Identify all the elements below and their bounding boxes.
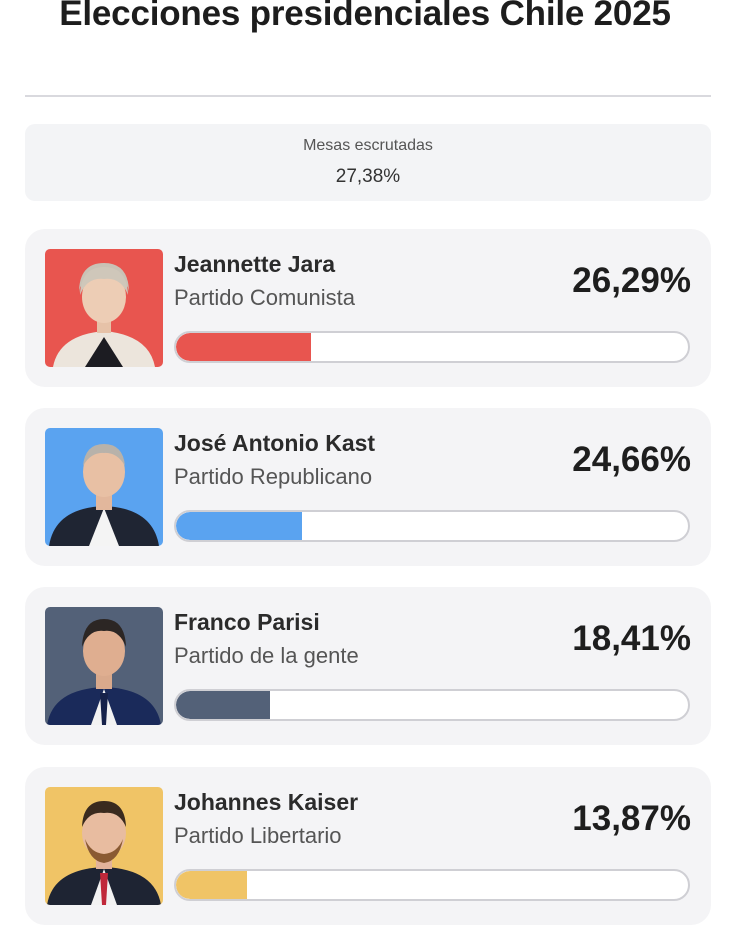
- candidate-photo: [45, 787, 163, 905]
- candidate-photo: [45, 249, 163, 367]
- candidate-percentage: 13,87%: [572, 799, 691, 838]
- counted-tables-value: 27,38%: [335, 166, 401, 187]
- candidate-card[interactable]: Johannes Kaiser Partido Libertario 13,87…: [25, 767, 711, 925]
- candidate-photo: [45, 607, 163, 725]
- vote-share-fill: [176, 691, 271, 719]
- candidate-name: Johannes Kaiser: [174, 789, 359, 815]
- candidate-percentage: 26,29%: [572, 261, 691, 300]
- candidate-photo: [45, 428, 163, 546]
- candidate-party: Partido de la gente: [174, 643, 359, 668]
- candidate-card[interactable]: Jeannette Jara Partido Comunista 26,29%: [25, 229, 711, 387]
- candidate-percentage: 18,41%: [572, 619, 691, 658]
- vote-share-fill: [176, 512, 303, 540]
- candidate-party: Partido Comunista: [174, 285, 355, 310]
- counted-tables-label: Mesas escrutadas: [303, 137, 433, 154]
- portrait-icon: [45, 607, 163, 725]
- candidate-card[interactable]: Franco Parisi Partido de la gente 18,41%: [25, 587, 711, 745]
- candidate-card[interactable]: José Antonio Kast Partido Republicano 24…: [25, 408, 711, 566]
- page-title: Elecciones presidenciales Chile 2025: [59, 0, 671, 33]
- candidate-name: Jeannette Jara: [174, 251, 336, 277]
- candidate-name: Franco Parisi: [174, 609, 320, 635]
- portrait-icon: [45, 428, 163, 546]
- portrait-icon: [45, 787, 163, 905]
- candidate-name: José Antonio Kast: [174, 430, 376, 456]
- candidate-party: Partido Libertario: [174, 823, 342, 848]
- vote-share-bar: [174, 331, 690, 363]
- divider: [25, 95, 711, 97]
- vote-share-fill: [176, 871, 247, 899]
- vote-share-fill: [176, 333, 311, 361]
- counted-tables-box: Mesas escrutadas 27,38%: [25, 124, 711, 201]
- vote-share-bar: [174, 869, 690, 901]
- vote-share-bar: [174, 689, 690, 721]
- candidate-party: Partido Republicano: [174, 464, 373, 489]
- candidate-percentage: 24,66%: [572, 440, 691, 479]
- portrait-icon: [45, 249, 163, 367]
- vote-share-bar: [174, 510, 690, 542]
